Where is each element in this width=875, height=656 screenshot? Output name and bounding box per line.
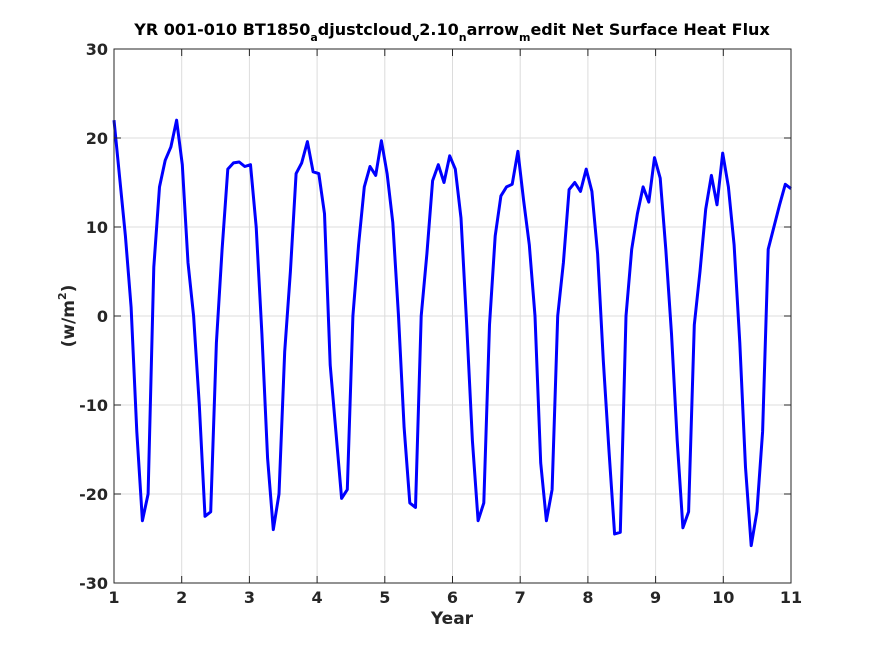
chart-title-part: v (412, 31, 420, 44)
x-tick-label: 10 (712, 588, 734, 607)
chart-title: YR 001-010 BT1850adjustcloudv2.10narrowm… (133, 20, 770, 44)
x-tick-label: 2 (176, 588, 187, 607)
x-tick-label: 9 (650, 588, 661, 607)
y-tick-label: 20 (86, 129, 108, 148)
chart-title-part: a (310, 31, 317, 44)
y-tick-label: 30 (86, 40, 108, 59)
chart-title-part: 2.10 (419, 20, 458, 39)
x-tick-label: 11 (780, 588, 802, 607)
chart-title-part: edit Net Surface Heat Flux (530, 20, 770, 39)
x-tick-labels: 1 2 3 4 5 6 7 8 9 10 11 (108, 588, 802, 607)
y-tick-labels: -30 -20 -10 0 10 20 30 (79, 40, 108, 593)
x-axis-label: Year (430, 609, 474, 629)
y-axis-label-end: ) (59, 285, 79, 293)
chart-title-part: m (519, 31, 530, 44)
chart-title-part: n (459, 31, 467, 44)
x-tick-label: 6 (447, 588, 458, 607)
y-tick-label: 0 (97, 307, 108, 326)
y-tick-label: -30 (79, 574, 108, 593)
y-tick-label: -20 (79, 485, 108, 504)
x-tick-label: 4 (312, 588, 323, 607)
x-tick-label: 8 (582, 588, 593, 607)
x-tick-label: 1 (108, 588, 119, 607)
y-axis-label-sup: 2 (56, 292, 69, 300)
x-tick-label: 3 (244, 588, 255, 607)
series-line (112, 118, 792, 548)
y-tick-label: -10 (79, 396, 108, 415)
chart-title-part: arrow (467, 20, 520, 39)
x-tick-label: 7 (515, 588, 526, 607)
y-tick-label: 10 (86, 218, 108, 237)
axis-ticks (113, 48, 792, 584)
y-axis-label: (w/m2) (56, 285, 79, 348)
chart-title-part: djustcloud (318, 20, 412, 39)
y-axis-label-main: (w/m (59, 300, 79, 347)
chart-title-part: YR 001-010 BT1850 (133, 20, 310, 39)
x-tick-label: 5 (379, 588, 390, 607)
